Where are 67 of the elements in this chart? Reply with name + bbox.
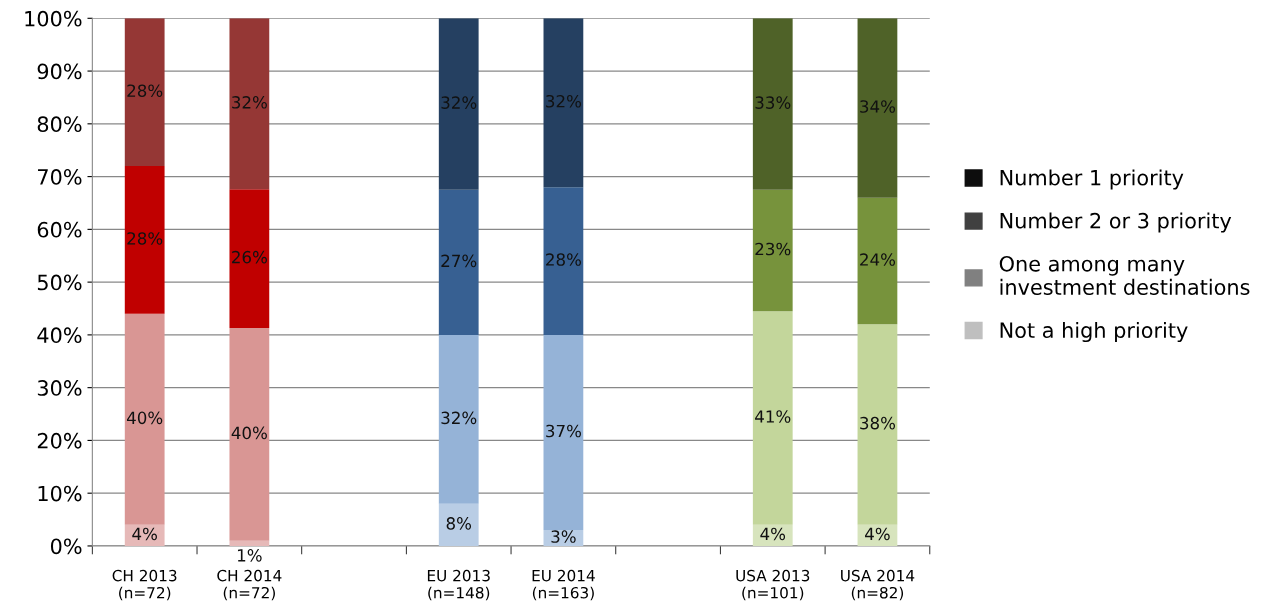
bar <box>857 324 898 525</box>
bar <box>857 18 898 198</box>
bar <box>124 166 165 314</box>
x-tick-label: CH 2014 (n=72) <box>217 569 282 601</box>
data-label: 38% <box>860 416 896 430</box>
data-label: 27% <box>441 254 477 268</box>
data-label: 33% <box>755 96 791 109</box>
y-tick-label: 10% <box>38 485 82 502</box>
data-label: 40% <box>126 411 163 425</box>
x-tick-label: USA 2014 (n=82) <box>841 569 915 601</box>
y-tick-label: 100% <box>25 10 82 27</box>
text: Number 2 or 3 priority <box>1000 212 1232 233</box>
bar <box>752 311 793 525</box>
data-label: 28% <box>127 232 163 245</box>
y-tick-label: 80% <box>37 116 82 133</box>
y-tick-label: 20% <box>37 432 82 449</box>
bar <box>752 189 793 312</box>
data-label: 40% <box>231 426 267 440</box>
data-label: 41% <box>755 410 791 423</box>
data-label: 32% <box>232 96 267 109</box>
y-tick-label: 90% <box>37 63 82 80</box>
bar <box>229 540 270 546</box>
data-label: 24% <box>860 253 896 266</box>
bar <box>438 503 479 546</box>
data-label: 23% <box>755 242 791 256</box>
bar <box>543 18 584 188</box>
data-label: 37% <box>546 424 581 438</box>
x-tick-label: USA 2013 (n=101) <box>736 569 810 601</box>
bar <box>438 189 479 335</box>
y-tick-label: 50% <box>37 274 82 291</box>
y-tick-label: 0% <box>50 538 82 555</box>
text: Number 1 priority <box>1000 169 1184 190</box>
bar <box>752 524 793 546</box>
data-label: 28% <box>546 253 581 266</box>
bar <box>229 328 270 541</box>
y-tick-label: 60% <box>37 221 82 238</box>
data-label: 32% <box>441 96 477 109</box>
data-label: 4% <box>132 527 157 541</box>
data-label: 1% <box>237 549 262 562</box>
x-tick-label: EU 2013 (n=148) <box>427 569 490 601</box>
bar <box>229 189 270 329</box>
bar <box>124 524 165 546</box>
text: Not a high priority <box>1000 321 1188 343</box>
y-tick-label: 40% <box>37 327 82 344</box>
x-tick-label: CH 2013 (n=72) <box>112 569 177 601</box>
data-label: 4% <box>760 527 786 541</box>
data-label: 26% <box>232 250 267 264</box>
text: One among many investment destinations <box>999 255 1250 295</box>
bar <box>438 334 479 504</box>
bar <box>752 18 793 190</box>
data-label: 3% <box>551 530 576 543</box>
bar <box>124 313 165 525</box>
data-label: 28% <box>127 84 163 98</box>
data-label: 32% <box>546 94 581 108</box>
bar <box>543 334 584 531</box>
bar <box>124 18 165 167</box>
data-label: 4% <box>865 527 890 541</box>
data-label: 34% <box>860 100 896 113</box>
data-label: 32% <box>441 411 477 425</box>
bar <box>857 197 898 325</box>
y-tick-label: 30% <box>37 380 82 396</box>
data-label: 8% <box>446 517 472 530</box>
bar <box>543 187 584 335</box>
bar <box>438 18 479 190</box>
x-tick-label: EU 2014 (n=163) <box>532 569 595 601</box>
y-tick-label: 70% <box>38 169 82 185</box>
bar <box>229 18 270 190</box>
